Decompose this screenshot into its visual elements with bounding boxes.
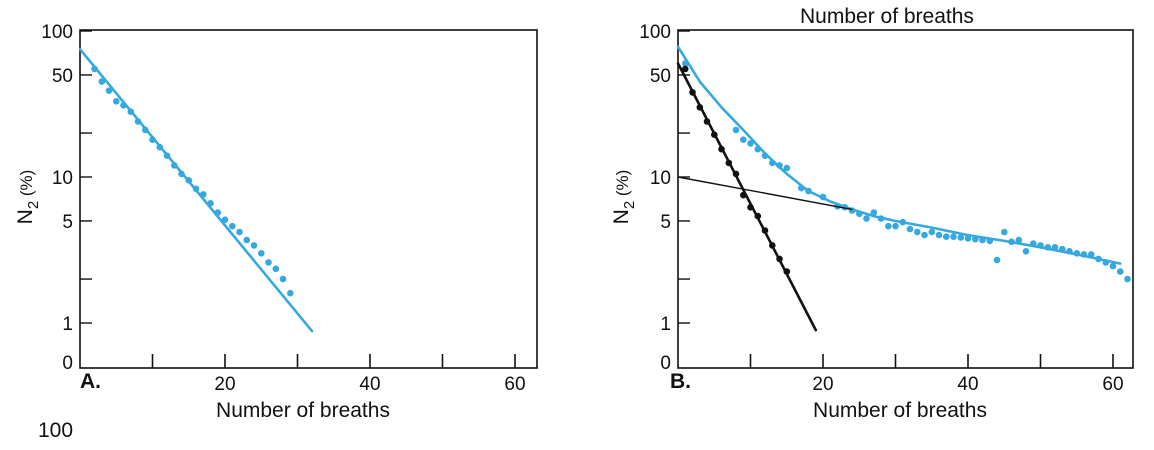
data-point-blue (272, 265, 280, 273)
data-point-blue (243, 236, 251, 244)
y-title-main: N (14, 209, 37, 224)
x-axis-title: Number of breaths (813, 399, 987, 422)
data-point-blue (740, 136, 747, 143)
data-point-blue (732, 126, 740, 134)
y-tick-label: 0 (660, 353, 671, 374)
y-title-sub: 2 (25, 201, 42, 209)
x-tick-label: 60 (1102, 374, 1123, 395)
data-point-blue (113, 98, 120, 105)
data-point-blue (1015, 236, 1023, 244)
panel-label: A. (80, 370, 101, 393)
data-point-blue (1117, 268, 1124, 275)
data-point-blue (943, 233, 950, 240)
data-point-blue (258, 250, 265, 257)
x-axis-title: Number of breaths (216, 399, 390, 422)
y-tick-label: 5 (660, 212, 671, 233)
data-point-blue (265, 259, 272, 266)
clipped-bottom-text: 100 (38, 419, 73, 442)
data-point-blue (935, 231, 943, 239)
data-point-blue (993, 256, 1001, 264)
data-point-blue (236, 228, 243, 236)
data-point-blue (921, 231, 928, 239)
data-point-blue (950, 233, 957, 240)
data-point-blue (105, 87, 113, 94)
panel-label: B. (670, 370, 691, 393)
data-point-black (682, 65, 689, 73)
y-tick-label: 10 (650, 168, 671, 189)
y-tick-label: 50 (650, 66, 671, 87)
data-point-blue (957, 234, 965, 241)
data-point-blue (1022, 248, 1030, 255)
data-point-blue (914, 228, 921, 236)
data-point-blue (783, 164, 791, 172)
data-point-blue (964, 235, 972, 242)
data-point-blue (1109, 262, 1117, 270)
data-point-blue (906, 225, 914, 233)
data-point-blue (1124, 275, 1131, 283)
y-tick-label: 1 (660, 314, 671, 335)
data-point-blue (892, 222, 899, 230)
y-tick-label: 0 (62, 353, 73, 374)
plot-frame (79, 29, 538, 369)
data-point-blue (928, 228, 936, 236)
black-fit-line (676, 62, 818, 332)
data-point-blue (1001, 228, 1008, 236)
data-point-blue (250, 242, 258, 249)
data-point-blue (747, 140, 754, 147)
x-tick-label: 40 (359, 374, 380, 395)
clipped-top-text: Number of breaths (800, 5, 974, 28)
data-point-blue (863, 215, 870, 222)
data-point-blue (279, 275, 287, 283)
y-tick-label: 10 (52, 168, 73, 189)
data-point-blue (885, 222, 892, 230)
x-tick-label: 40 (957, 374, 978, 395)
thin-black-line (677, 176, 853, 211)
fit-line (78, 47, 314, 333)
y-axis-title: N2 (%) (14, 170, 42, 225)
data-point-blue (287, 289, 294, 297)
data-point-blue (229, 222, 236, 230)
data-point-blue (98, 78, 106, 85)
y-title-rest: (%) (613, 170, 632, 201)
x-tick-label: 60 (504, 374, 525, 395)
blue-curve (676, 45, 1122, 265)
y-title-sub: 2 (621, 201, 638, 209)
y-tick-label: 5 (62, 212, 73, 233)
plot-frame (677, 29, 1134, 369)
y-tick-label: 100 (639, 22, 671, 43)
x-tick-label: 20 (214, 374, 235, 395)
y-tick-label: 50 (52, 66, 73, 87)
y-axis-title: N2 (%) (610, 170, 638, 225)
y-tick-label: 1 (62, 314, 73, 335)
y-tick-label: 100 (41, 22, 73, 43)
x-tick-label: 20 (812, 374, 833, 395)
y-title-main: N (610, 209, 633, 224)
y-title-rest: (%) (17, 170, 36, 201)
